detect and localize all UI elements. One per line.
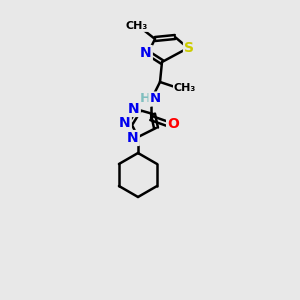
Text: H: H xyxy=(140,92,151,106)
Text: N: N xyxy=(149,92,161,106)
Text: S: S xyxy=(184,41,194,55)
Text: N: N xyxy=(127,131,139,145)
Text: O: O xyxy=(167,117,179,131)
Text: CH₃: CH₃ xyxy=(174,83,196,93)
Text: N: N xyxy=(140,46,152,60)
Text: N: N xyxy=(128,102,140,116)
Text: CH₃: CH₃ xyxy=(126,21,148,31)
Text: N: N xyxy=(119,116,131,130)
